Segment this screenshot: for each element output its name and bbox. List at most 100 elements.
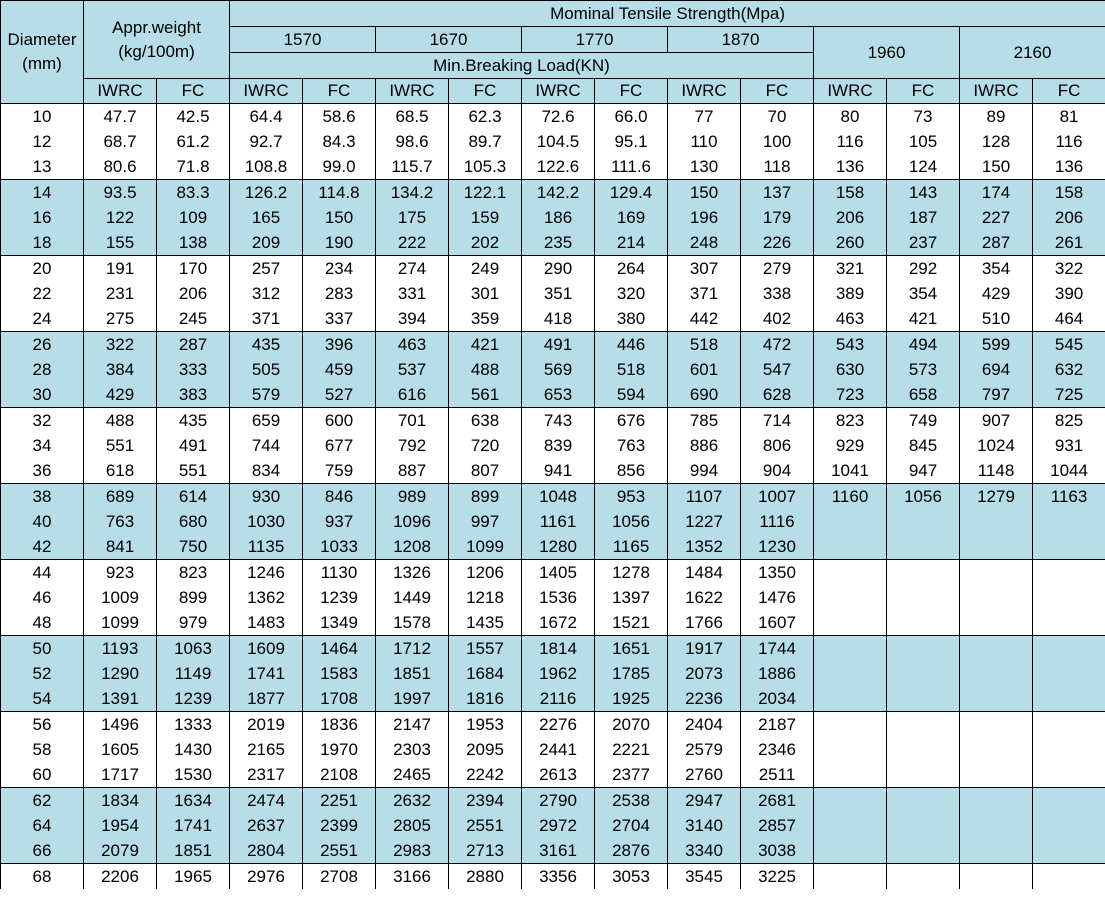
value-cell [886,686,960,712]
value-cell: 307 [667,255,741,281]
value-cell: 1741 [229,661,303,686]
value-cell: 1041 [813,458,887,484]
value-cell: 1583 [302,661,376,686]
value-cell: 2303 [375,737,449,762]
value-cell: 3140 [667,813,741,838]
value-cell: 1116 [740,509,814,534]
value-cell: 421 [448,331,522,357]
value-cell [813,813,887,838]
value-cell: 2708 [302,863,376,889]
value-cell [886,762,960,788]
value-cell: 1954 [83,813,157,838]
value-cell: 792 [375,433,449,458]
core-type-header: FC [156,78,230,104]
value-cell: 632 [1031,357,1105,382]
diameter-cell: 50 [0,635,84,661]
table-row: 54 1391 1239 1877 1708 1997 1816 2116 1925 2236 20… [0,686,1105,712]
value-cell [886,863,960,889]
value-cell: 759 [302,458,376,484]
value-cell: 1717 [83,762,157,788]
value-cell: 1476 [740,585,814,610]
value-cell: 100 [740,129,814,154]
value-cell: 1290 [83,661,157,686]
value-cell: 138 [156,230,230,256]
value-cell: 1962 [521,661,595,686]
value-cell: 630 [813,357,887,382]
value-cell: 1056 [886,483,960,509]
value-cell: 257 [229,255,303,281]
value-cell: 3356 [521,863,595,889]
table-row: 60 1717 1530 2317 2108 2465 2242 2613 2377 2760 25… [0,762,1105,788]
value-cell: 1160 [813,483,887,509]
core-type-header: FC [1031,78,1105,104]
value-cell: 464 [1031,306,1105,332]
value-cell: 1766 [667,610,741,636]
core-type-header: IWRC [959,78,1033,104]
value-cell: 143 [886,179,960,205]
value-cell: 354 [886,281,960,306]
diameter-cell: 18 [0,230,84,256]
diameter-cell: 14 [0,179,84,205]
value-cell [1031,737,1105,762]
value-cell [813,585,887,610]
value-cell: 2034 [740,686,814,712]
value-cell: 99.0 [302,154,376,180]
value-cell: 2790 [521,787,595,813]
value-cell: 690 [667,382,741,408]
value-cell [886,661,960,686]
diameter-cell: 54 [0,686,84,712]
table-row: 18 155 138 209 190 222 202 235 214 248 226 260 237 28… [0,230,1105,256]
table-row: 10 47.7 42.5 64.4 58.6 68.5 62.3 72.6 66.0 77 70 80… [0,103,1105,129]
core-type-header: FC [448,78,522,104]
value-cell: 2465 [375,762,449,788]
value-cell: 638 [448,407,522,433]
value-cell: 130 [667,154,741,180]
diameter-cell: 46 [0,585,84,610]
value-cell: 165 [229,205,303,230]
value-cell: 1496 [83,711,157,737]
value-cell: 744 [229,433,303,458]
value-cell: 226 [740,230,814,256]
value-cell: 2251 [302,787,376,813]
value-cell [886,559,960,585]
value-cell: 2538 [594,787,668,813]
value-cell: 463 [375,331,449,357]
value-cell [959,610,1033,636]
value-cell: 429 [959,281,1033,306]
value-cell [1031,813,1105,838]
value-cell: 543 [813,331,887,357]
value-cell: 807 [448,458,522,484]
value-cell [959,838,1033,864]
value-cell: 1464 [302,635,376,661]
value-cell: 68.5 [375,103,449,129]
value-cell: 1578 [375,610,449,636]
value-cell: 2804 [229,838,303,864]
value-cell: 108.8 [229,154,303,180]
value-cell: 264 [594,255,668,281]
value-cell [959,635,1033,661]
value-cell: 3053 [594,863,668,889]
value-cell: 989 [375,483,449,509]
value-cell: 1350 [740,559,814,585]
table-row: 32 488 435 659 600 701 638 743 676 785 714 823 749 90… [0,407,1105,433]
value-cell [959,787,1033,813]
value-cell: 2474 [229,787,303,813]
value-cell: 354 [959,255,1033,281]
value-cell: 333 [156,357,230,382]
value-cell: 134.2 [375,179,449,205]
value-cell: 290 [521,255,595,281]
value-cell: 618 [83,458,157,484]
value-cell [959,813,1033,838]
value-cell: 1851 [375,661,449,686]
value-cell: 680 [156,509,230,534]
value-cell: 1449 [375,585,449,610]
value-cell: 2511 [740,762,814,788]
value-cell: 231 [83,281,157,306]
diameter-cell: 44 [0,559,84,585]
value-cell: 124 [886,154,960,180]
value-cell: 2637 [229,813,303,838]
table-row: 56 1496 1333 2019 1836 2147 1953 2276 2070 2404 21… [0,711,1105,737]
value-cell: 937 [302,509,376,534]
value-cell: 116 [1031,129,1105,154]
value-cell: 694 [959,357,1033,382]
